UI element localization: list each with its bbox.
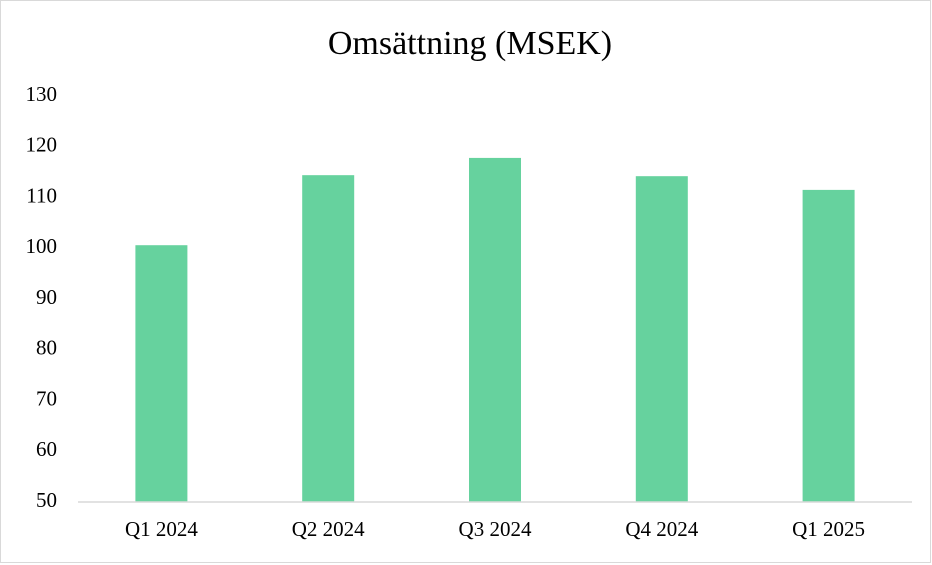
y-tick-label: 60 xyxy=(36,437,57,461)
chart-title: Omsättning (MSEK) xyxy=(328,25,612,62)
bar xyxy=(469,157,521,503)
x-tick-label: Q1 2024 xyxy=(125,517,198,541)
y-tick-label: 80 xyxy=(36,336,57,360)
y-tick-label: 90 xyxy=(36,285,57,309)
y-tick-label: 100 xyxy=(26,234,58,258)
x-tick-label: Q3 2024 xyxy=(459,517,532,541)
bar xyxy=(635,176,688,502)
bar xyxy=(802,189,855,502)
x-tick-label: Q4 2024 xyxy=(625,517,698,541)
bar xyxy=(135,245,188,502)
y-tick-label: 70 xyxy=(36,386,57,410)
y-tick-label: 130 xyxy=(26,82,58,106)
bar xyxy=(302,175,355,503)
x-tick-label: Q1 2025 xyxy=(792,517,865,541)
x-tick-label: Q2 2024 xyxy=(292,517,365,541)
y-tick-label: 110 xyxy=(26,183,57,207)
y-tick-label: 50 xyxy=(36,488,57,512)
y-tick-label: 120 xyxy=(26,133,58,157)
